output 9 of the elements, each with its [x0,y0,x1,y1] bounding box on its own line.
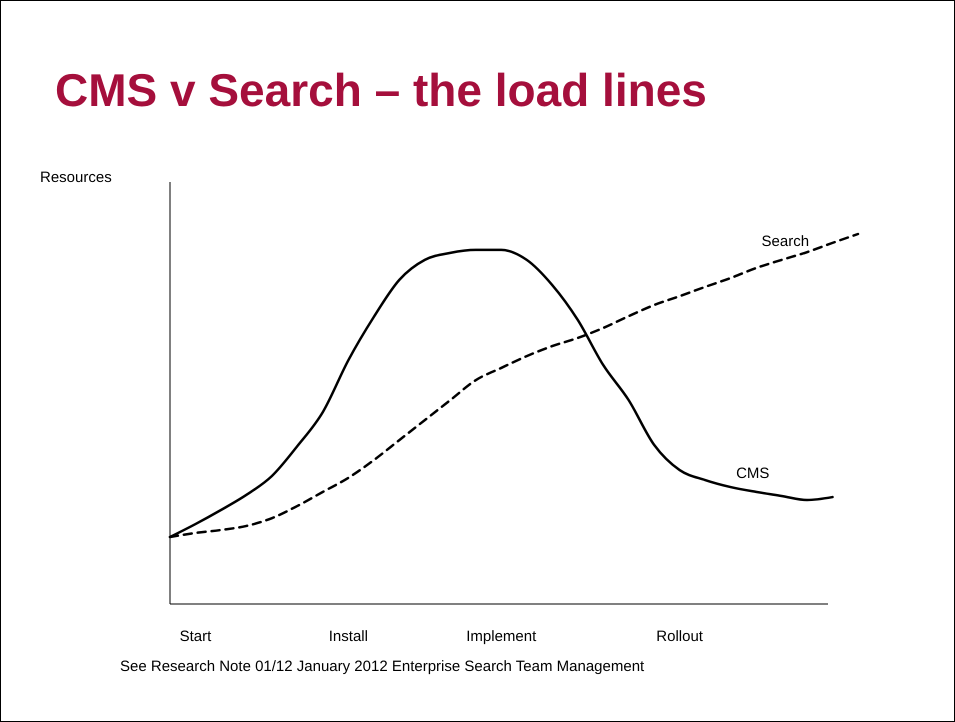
series-label: Search [762,232,810,250]
x-tick-label: Install [328,628,368,645]
series-label: CMS [736,464,770,482]
x-tick-label: Implement [466,628,538,645]
x-tick-label: Start [180,628,212,645]
chart-title: CMS v Search – the load lines [55,64,707,116]
y-axis-title: Resources [40,169,112,186]
text: See Research Note 01/12 January 2012 Enterprise Search Team Management [120,658,646,675]
x-tick-label: Rollout [656,628,704,645]
